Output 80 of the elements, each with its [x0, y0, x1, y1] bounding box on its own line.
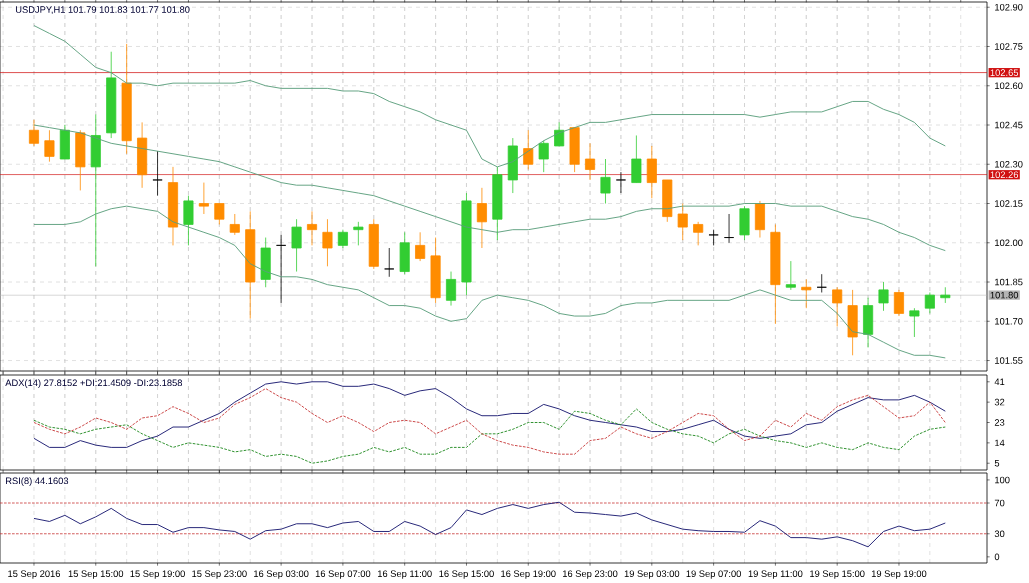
x-tick-label: 16 Sep 07:00 [315, 570, 371, 579]
candlestick [693, 221, 704, 246]
y-tick-label: 14 [995, 439, 1005, 447]
candlestick [44, 129, 55, 163]
x-tick-label: 19 Sep 15:00 [810, 570, 865, 579]
y-tick-label: 70 [994, 499, 1005, 507]
candlestick [476, 187, 487, 249]
candlestick [801, 279, 812, 309]
candlestick [337, 229, 348, 249]
y-tick-label: 102.30 [995, 160, 1023, 168]
candlestick [708, 229, 719, 246]
y-tick-label: 41 [994, 378, 1005, 385]
y-tick-label: 102.60 [995, 82, 1023, 90]
x-tick-label: 15 Sep 15:00 [68, 570, 124, 579]
y-tick-label: 32 [994, 398, 1005, 406]
candlestick [909, 307, 920, 338]
candlestick [306, 210, 318, 246]
x-tick-label: 16 Sep 15:00 [439, 570, 494, 579]
x-tick-label: 15 Sep 23:00 [192, 570, 247, 579]
y-tick-label: 100 [995, 476, 1010, 484]
candlestick [445, 271, 457, 306]
candlestick [893, 289, 904, 317]
candlestick [646, 145, 657, 199]
ref-line-label: 102.65 [990, 69, 1019, 76]
chart-title: USDJPY,H1 101.79 101.83 101.77 101.80 [15, 6, 190, 14]
candlestick [28, 119, 40, 147]
x-tick-label: 15 Sep 2016 [8, 570, 61, 579]
candlestick [600, 158, 611, 204]
y-tick-label: 102.45 [995, 121, 1023, 129]
candlestick [152, 150, 163, 197]
candlestick [816, 273, 827, 293]
candlestick [878, 281, 889, 312]
y-tick-label: 23 [994, 419, 1005, 426]
x-tick-label: 19 Sep 11:00 [748, 570, 803, 579]
y-tick-label: 101.85 [995, 278, 1023, 286]
candlestick [724, 213, 735, 244]
y-tick-label: 30 [994, 530, 1005, 538]
candlestick [415, 231, 426, 262]
y-tick-label: 101.55 [995, 357, 1023, 364]
candlestick [677, 203, 688, 241]
y-tick-label: 0 [994, 553, 1000, 561]
x-tick-label: 19 Sep 07:00 [686, 570, 741, 579]
ref-line-label: 102.26 [990, 171, 1019, 179]
candlestick [353, 221, 364, 246]
candlestick [832, 286, 843, 327]
line-series [33, 408, 946, 464]
candlestick [554, 121, 565, 147]
candlestick [229, 213, 240, 236]
candlestick [183, 195, 194, 246]
candlestick [924, 292, 935, 314]
candlestick [291, 218, 302, 272]
y-tick-label: 102.90 [995, 3, 1023, 11]
candlestick [785, 260, 796, 291]
candlestick [615, 171, 626, 194]
candlestick [384, 247, 395, 278]
y-tick-label: 102.00 [995, 239, 1023, 247]
x-tick-label: 16 Sep 19:00 [501, 570, 556, 579]
candlestick [631, 135, 642, 183]
x-tick-label: 19 Sep 03:00 [624, 570, 680, 579]
candlestick [585, 142, 596, 181]
candlestick [214, 203, 225, 225]
candlestick [198, 182, 209, 215]
y-tick-label: 102.75 [995, 43, 1023, 50]
line-series [33, 388, 946, 455]
ref-line-label: 101.80 [990, 291, 1019, 299]
y-tick-label: 101.70 [995, 317, 1023, 325]
x-tick-label: 16 Sep 23:00 [562, 570, 618, 579]
candlestick [523, 129, 534, 170]
x-tick-label: 16 Sep 03:00 [254, 570, 309, 579]
candlestick [940, 286, 951, 304]
chart-title: ADX(14) 27.8152 +DI:21.4509 -DI:23.1858 [5, 379, 183, 388]
x-tick-label: 19 Sep 19:00 [871, 570, 927, 579]
y-tick-label: 102.15 [995, 200, 1023, 207]
y-tick-label: 5 [994, 459, 1000, 467]
chart-title: RSI(8) 44.1603 [6, 477, 69, 486]
candlestick [276, 234, 287, 304]
candlestick [322, 218, 333, 267]
x-tick-label: 15 Sep 19:00 [130, 570, 185, 579]
x-tick-label: 16 Sep 11:00 [377, 570, 432, 579]
candlestick [538, 140, 549, 173]
